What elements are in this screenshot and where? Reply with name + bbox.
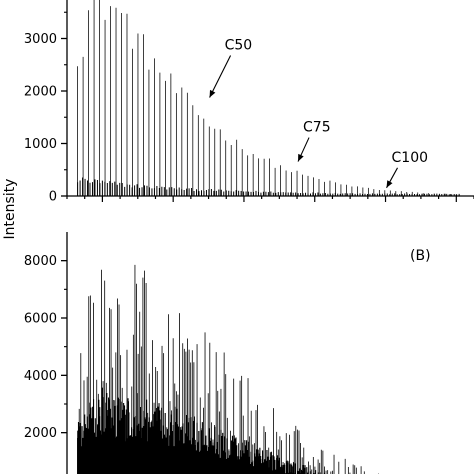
annotation-arrow-head: [386, 180, 393, 188]
y-tick-label: 6000: [24, 312, 57, 327]
panel-b-plot-area: [77, 264, 380, 474]
annotation-label: C100: [392, 150, 429, 166]
y-tick-label: 2000: [24, 85, 57, 100]
panel-b-label: (B): [410, 248, 431, 264]
annotation-c50: C50: [209, 38, 253, 98]
spectrum-baseline: [77, 177, 460, 196]
annotation-label: C75: [303, 120, 331, 136]
panel-a: 0 1000 2000 3000 C50 C75 C100: [24, 0, 474, 205]
panel-a-plot-area: [77, 0, 460, 196]
y-tick-label: 1000: [24, 137, 57, 152]
spectrum-core: [77, 387, 326, 474]
annotation-c100: C100: [386, 150, 429, 189]
annotation-arrow-head: [298, 153, 304, 162]
y-tick-label: 4000: [24, 369, 57, 384]
panel-a-y-ticks: 0 1000 2000 3000: [24, 11, 67, 205]
y-tick-label: 8000: [24, 254, 57, 269]
spectrum-peaks: [77, 0, 457, 196]
panel-b-y-ticks: 2000 4000 6000 8000: [24, 254, 67, 441]
annotation-label: C50: [225, 38, 253, 54]
panel-a-axes: [66, 0, 474, 197]
annotation-arrow-head: [209, 89, 216, 98]
panel-a-annotations: C50 C75 C100: [209, 38, 429, 189]
y-axis-label: Intensity: [2, 179, 18, 240]
y-tick-label: 2000: [24, 426, 57, 441]
annotation-c75: C75: [297, 120, 331, 162]
panel-b: 2000 4000 6000 8000 (B): [24, 232, 431, 474]
y-tick-label: 3000: [24, 32, 57, 47]
panel-a-x-ticks: [66, 196, 474, 202]
annotation-arrow-line: [209, 55, 232, 98]
y-tick-label: 0: [49, 190, 57, 205]
